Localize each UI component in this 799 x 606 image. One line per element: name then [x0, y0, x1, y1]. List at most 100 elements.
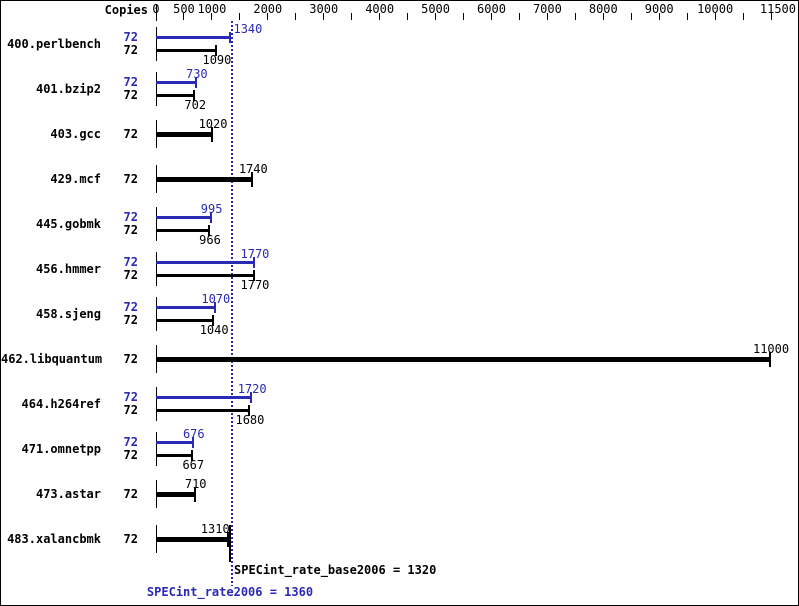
copies-label-base: 72 [123, 403, 138, 417]
copies-label-base: 72 [123, 487, 138, 501]
x-axis-tick-label: 3000 [309, 2, 339, 16]
base-metric-text: SPECint_rate_base2006 = 1320 [234, 563, 437, 577]
peak-bar [156, 36, 231, 39]
copies-label-base: 72 [123, 532, 138, 546]
x-axis-tick-label: 9000 [644, 2, 674, 16]
x-axis-tick-mark [463, 13, 465, 20]
benchmark-name-label: 471.omnetpp [21, 442, 101, 456]
peak-bar-endcap [191, 437, 194, 448]
base-bar [156, 274, 255, 277]
base-bar-endcap [191, 450, 194, 461]
peak-bar-endcap [213, 302, 216, 313]
copies-label-base: 72 [123, 313, 138, 327]
base-metric-reference-line [228, 525, 231, 562]
x-axis-tick-label: 4000 [365, 2, 395, 16]
base-bar-endcap [193, 90, 196, 101]
benchmark-name-label: 403.gcc [50, 127, 101, 141]
base-bar [156, 537, 230, 542]
x-axis-tick-label: 7000 [532, 2, 562, 16]
copies-label-base: 72 [123, 43, 138, 57]
x-axis-tick-label: 8000 [588, 2, 618, 16]
base-value-label: 1040 [199, 323, 229, 337]
base-bar-endcap [214, 45, 217, 56]
peak-bar [156, 306, 216, 309]
base-bar-endcap [769, 352, 772, 367]
peak-metric-reference-line [231, 21, 234, 586]
x-axis-tick-mark [267, 13, 269, 20]
peak-value-label: 995 [200, 202, 223, 216]
base-bar [156, 94, 196, 97]
base-bar [156, 132, 214, 137]
copies-label-base: 72 [123, 268, 138, 282]
x-axis-tick-mark [211, 13, 213, 20]
x-axis-tick-mark [323, 13, 325, 20]
x-axis-tick-label: 1000 [197, 2, 227, 16]
x-axis-tick-label: 6000 [477, 2, 506, 16]
x-axis-tick-mark [546, 13, 548, 20]
x-axis-tick-mark [239, 13, 241, 20]
copies-label-base: 72 [123, 127, 138, 141]
base-bar-endcap [211, 127, 214, 142]
peak-bar-endcap [228, 32, 231, 43]
peak-bar-endcap [194, 77, 197, 88]
x-axis-tick-label: 5000 [421, 2, 451, 16]
base-bar-endcap [193, 487, 196, 502]
x-axis-tick-label: 500 [173, 2, 195, 16]
base-value-label: 1090 [202, 53, 232, 67]
base-bar [156, 454, 194, 457]
benchmark-axis-segment [156, 72, 157, 106]
benchmark-axis-segment [156, 27, 157, 61]
base-bar [156, 409, 250, 412]
base-value-label: 1310 [200, 522, 230, 536]
x-axis-tick-mark [351, 13, 353, 20]
peak-value-label: 1770 [240, 247, 270, 261]
x-axis-tick-mark [574, 13, 576, 20]
benchmark-axis-segment [156, 297, 157, 331]
base-bar-endcap [251, 172, 254, 187]
benchmark-name-label: 464.h264ref [21, 397, 101, 411]
peak-metric-text: SPECint_rate2006 = 1360 [146, 585, 314, 599]
x-axis-tick-mark [295, 13, 297, 20]
base-value-label: 1770 [240, 278, 270, 292]
copies-label-peak: 72 [123, 435, 138, 449]
benchmark-axis-segment [156, 387, 157, 421]
copies-label-peak: 72 [123, 255, 138, 269]
benchmark-name-label: 462.libquantum [1, 352, 103, 366]
benchmark-name-label: 400.perlbench [7, 37, 101, 51]
copies-label-peak: 72 [123, 300, 138, 314]
x-axis-tick-mark [686, 13, 688, 20]
base-value-label: 710 [184, 477, 207, 491]
copies-label-peak: 72 [123, 210, 138, 224]
base-value-label: 667 [182, 458, 205, 472]
peak-bar-endcap [252, 257, 255, 268]
base-value-label: 1020 [198, 117, 228, 131]
copies-label-base: 72 [123, 352, 138, 366]
copies-column-header: Copies [104, 3, 148, 17]
peak-bar [156, 216, 212, 219]
x-axis-tick-mark [714, 13, 716, 20]
peak-bar [156, 441, 194, 444]
peak-value-label: 730 [185, 67, 208, 81]
benchmark-axis-segment [156, 207, 157, 241]
base-value-label: 1740 [238, 162, 268, 176]
x-axis-tick-mark [183, 13, 185, 20]
peak-bar [156, 261, 255, 264]
x-axis-tick-mark [770, 13, 772, 20]
base-value-label: 966 [199, 233, 221, 247]
copies-label-peak: 72 [123, 390, 138, 404]
x-axis-tick-mark [742, 13, 744, 20]
base-bar [156, 357, 772, 362]
base-value-label: 11000 [752, 342, 790, 356]
base-bar-endcap [208, 225, 210, 236]
copies-label-base: 72 [123, 88, 138, 102]
base-bar [156, 177, 254, 182]
base-bar-endcap [252, 270, 255, 281]
base-bar [156, 319, 215, 322]
benchmark-axis-segment [156, 432, 157, 466]
x-axis-tick-mark [490, 13, 492, 20]
x-axis-tick-mark [602, 13, 604, 20]
peak-value-label: 1720 [237, 382, 267, 396]
benchmark-name-label: 458.sjeng [35, 307, 101, 321]
benchmark-name-label: 483.xalancbmk [7, 532, 101, 546]
